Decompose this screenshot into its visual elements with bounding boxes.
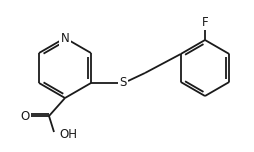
Text: F: F	[202, 16, 208, 29]
Text: S: S	[119, 76, 127, 90]
Text: N: N	[61, 31, 69, 45]
Text: OH: OH	[59, 128, 77, 140]
Text: O: O	[20, 109, 30, 123]
